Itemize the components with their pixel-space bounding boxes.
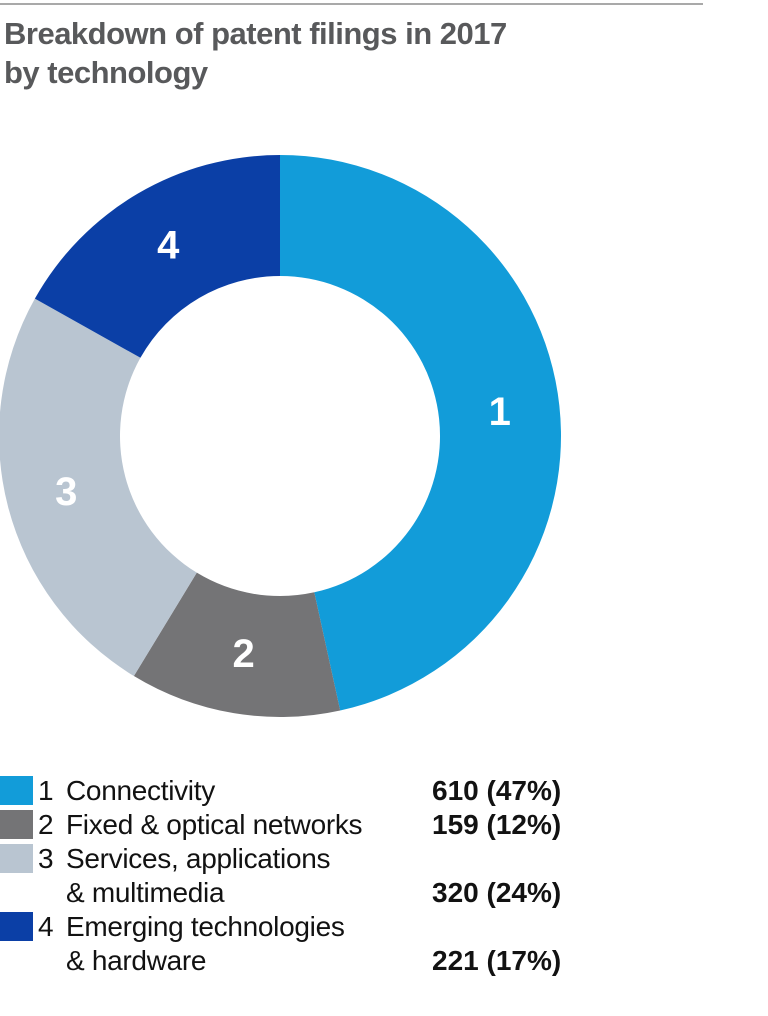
donut-segment-number-3: 3: [55, 470, 77, 514]
donut-segment-number-2: 2: [232, 632, 254, 676]
legend-value: 320 (24%): [432, 877, 562, 908]
legend-line: 2 Fixed & optical networks 159 (12%): [0, 808, 768, 842]
legend-line: & hardware 221 (17%): [0, 944, 768, 978]
legend-label: Emerging technologies: [66, 911, 345, 942]
legend-label: Fixed & optical networks: [66, 809, 363, 840]
legend-swatch-3: [0, 844, 33, 873]
legend-line: & multimedia 320 (24%): [0, 876, 768, 910]
legend-label: & hardware: [66, 945, 207, 976]
legend-swatch-1: [0, 776, 33, 805]
chart-title: Breakdown of patent filings in 2017 by t…: [4, 16, 507, 90]
legend-label: Services, applications: [66, 843, 331, 874]
donut-segment-number-1: 1: [489, 390, 511, 434]
donut-segment-4: [34, 155, 281, 358]
top-divider-rule: [0, 3, 703, 5]
donut-segment-2: [133, 572, 341, 717]
legend-value: 221 (17%): [432, 945, 562, 976]
legend-label: & multimedia: [66, 877, 225, 908]
donut-chart: 1 2 3 4: [0, 155, 561, 717]
chart-legend: 1 Connectivity 610 (47%) 2 Fixed & optical n…: [0, 774, 768, 978]
donut-segment-number-4: 4: [157, 223, 180, 267]
legend-number: 1: [38, 775, 54, 806]
legend-value: 610 (47%): [432, 775, 562, 806]
legend-number: 3: [38, 843, 54, 874]
legend-line: 3 Services, applications: [0, 842, 768, 876]
legend-swatch-4: [0, 912, 33, 941]
legend-swatch-2: [0, 810, 33, 839]
legend-number: 2: [38, 809, 54, 840]
legend-number: 4: [38, 911, 54, 942]
legend-line: 4 Emerging technologies: [0, 910, 768, 944]
legend-line: 1 Connectivity 610 (47%): [0, 774, 768, 808]
donut-segment-1: [280, 155, 561, 711]
donut-segment-3: [0, 298, 197, 677]
legend-label: Connectivity: [66, 775, 215, 806]
legend-value: 159 (12%): [432, 809, 562, 840]
